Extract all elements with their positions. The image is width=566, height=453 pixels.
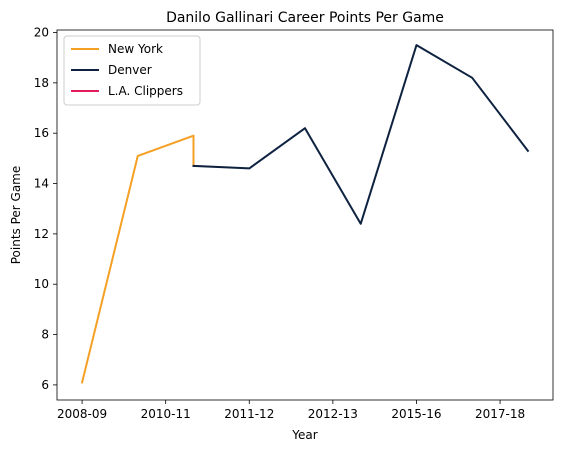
x-tick-label: 2008-09 — [57, 407, 107, 421]
x-tick-label: 2017-18 — [475, 407, 525, 421]
legend-label: L.A. Clippers — [108, 84, 183, 98]
y-tick-label: 8 — [41, 328, 49, 342]
x-tick-label: 2015-16 — [391, 407, 441, 421]
y-tick-label: 14 — [34, 177, 49, 191]
x-axis: 2008-09 2010-11 2011-12 2012-13 2015-16 2017-… — [57, 400, 525, 421]
y-axis: 6 8 10 12 14 16 18 20 — [34, 26, 57, 392]
series-line-denver — [192, 44, 530, 225]
y-tick-label: 20 — [34, 26, 49, 40]
legend-box — [63, 35, 201, 106]
plot-frame — [56, 29, 554, 401]
legend: New York Denver L.A. Clippers — [63, 35, 201, 106]
y-axis-label: Points Per Game — [9, 166, 23, 265]
y-tick-label: 16 — [34, 126, 49, 140]
y-tick-label: 12 — [34, 227, 49, 241]
series-line-new-york — [80, 134, 195, 384]
x-tick-label: 2010-11 — [141, 407, 191, 421]
y-tick-label: 18 — [34, 76, 49, 90]
x-tick-label: 2012-13 — [308, 407, 358, 421]
plot-lines — [80, 44, 530, 384]
x-tick-label: 2011-12 — [224, 407, 274, 421]
legend-label: Denver — [108, 63, 152, 77]
x-axis-label: Year — [291, 428, 317, 442]
legend-label: New York — [108, 42, 163, 56]
chart-title: Danilo Gallinari Career Points Per Game — [166, 10, 444, 26]
y-tick-label: 10 — [34, 277, 49, 291]
y-tick-label: 6 — [41, 378, 49, 392]
